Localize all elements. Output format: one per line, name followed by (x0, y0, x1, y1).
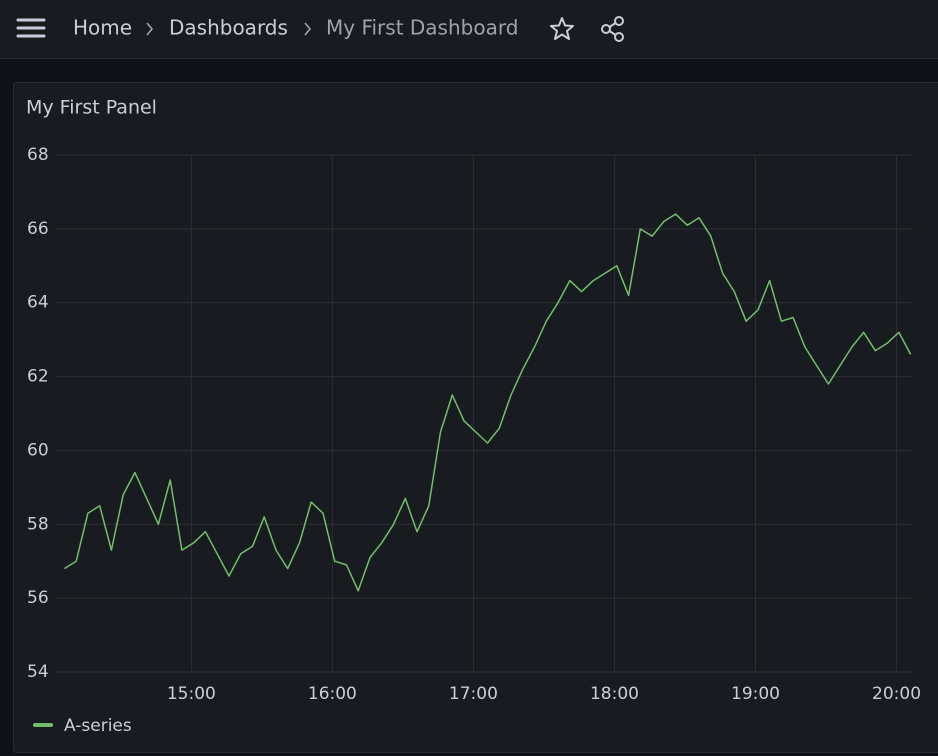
breadcrumb[interactable]: Home (73, 16, 132, 40)
breadcrumb-separator (146, 22, 154, 36)
x-tick-label: 17:00 (449, 684, 498, 704)
panel (13, 82, 938, 753)
y-tick-label: 56 (27, 588, 49, 608)
breadcrumb-current: My First Dashboard (326, 16, 518, 40)
star-button[interactable] (550, 17, 574, 40)
data-line (64, 213, 912, 592)
y-tick-label: 66 (27, 219, 49, 239)
legend-label: A-series (64, 716, 132, 736)
y-tick-label: 54 (27, 662, 49, 682)
x-tick-label: 15:00 (167, 684, 216, 704)
y-tick-label: 60 (27, 440, 49, 460)
x-tick-label: 19:00 (731, 684, 780, 704)
panel-title: My First Panel (26, 97, 157, 119)
menu-button[interactable] (16, 18, 46, 38)
share-button[interactable] (601, 16, 624, 42)
top-bar (0, 0, 938, 58)
x-tick-label: 18:00 (590, 684, 639, 704)
y-tick-label: 68 (27, 145, 49, 165)
x-tick-label: 20:00 (872, 684, 921, 704)
legend-swatch (33, 723, 53, 727)
x-tick-label: 16:00 (308, 684, 357, 704)
y-tick-label: 62 (27, 367, 49, 387)
y-tick-label: 58 (27, 514, 49, 534)
breadcrumb-separator (304, 22, 312, 36)
y-tick-label: 64 (27, 293, 49, 313)
breadcrumb[interactable]: Dashboards (169, 16, 288, 40)
